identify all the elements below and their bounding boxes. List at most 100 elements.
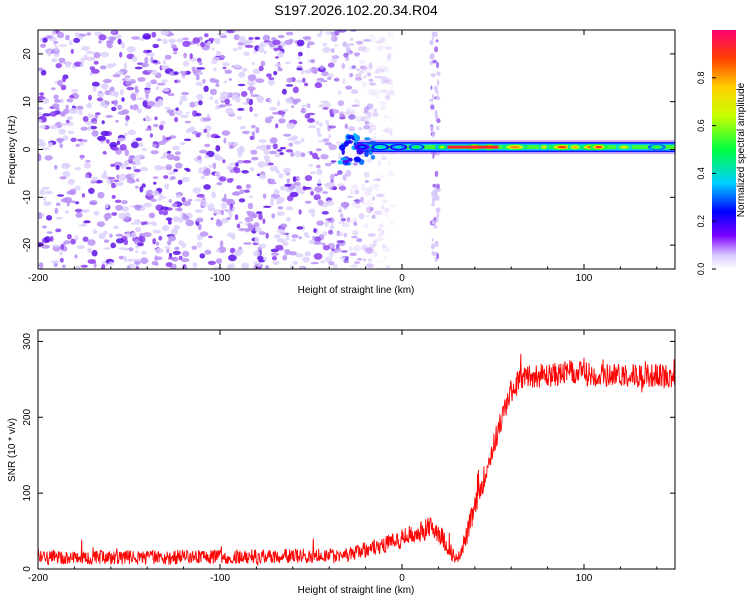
spectrogram-noise-blob	[152, 238, 157, 245]
spectrogram-noise-blob	[219, 240, 224, 247]
spectrogram-noise-blob	[46, 215, 53, 221]
spectrogram-noise-blob	[214, 153, 220, 160]
spectrogram-noise-blob	[94, 114, 99, 119]
spectrogram-noise-blob	[298, 51, 303, 57]
spectrogram-noise-blob	[279, 185, 288, 191]
spectrogram-noise-blob	[375, 193, 384, 198]
spectrogram-noise-blob	[251, 156, 259, 161]
spectrogram-stripe-blob	[430, 73, 436, 78]
spectrogram-noise-blob	[87, 239, 96, 246]
spectrogram-noise-blob	[310, 188, 314, 192]
spectrogram-noise-blob	[295, 175, 300, 182]
spectrogram-noise-blob	[237, 107, 245, 111]
spectrogram-noise-blob	[293, 182, 301, 186]
spectrogram-noise-blob	[345, 107, 352, 114]
spectrogram-noise-blob	[356, 238, 363, 243]
spectrogram-noise-blob	[246, 97, 250, 104]
spectrogram-noise-blob	[83, 220, 91, 224]
spectrogram-noise-blob	[133, 169, 141, 173]
spectrogram-noise-blob	[309, 151, 313, 156]
spectrogram-noise-blob	[45, 48, 53, 54]
spectrogram-noise-blob	[385, 94, 391, 101]
spectrogram-noise-blob	[379, 105, 387, 111]
spectrogram-noise-blob	[144, 56, 149, 64]
spectrogram-noise-blob	[389, 221, 395, 227]
spectrogram-noise-blob	[175, 107, 179, 111]
spectrogram-noise-blob	[334, 30, 340, 36]
spectrogram-noise-blob	[237, 45, 243, 50]
spectrogram-noise-blob	[338, 206, 343, 210]
spectrogram-noise-blob	[110, 242, 116, 249]
spectrogram-noise-blob	[363, 106, 370, 112]
spectrogram-noise-blob	[60, 243, 64, 251]
spectrogram-noise-blob	[92, 86, 97, 92]
spectrogram-band-peak	[376, 145, 384, 149]
spectrogram-noise-blob	[192, 66, 196, 73]
spectrogram-y-axis-label: Frequency (Hz)	[7, 116, 18, 185]
spectrogram-noise-blob	[118, 173, 127, 180]
spectrogram-noise-blob	[302, 36, 312, 40]
spectrogram-noise-blob	[362, 202, 366, 206]
spectrogram-noise-blob	[222, 91, 230, 96]
spectrogram-noise-blob	[247, 223, 253, 227]
spectrogram-noise-blob	[161, 65, 167, 70]
spectrogram-noise-blob	[231, 235, 236, 241]
spectrogram-noise-blob	[273, 188, 280, 196]
spectrogram-noise-blob	[336, 231, 344, 237]
spectrogram-noise-blob	[241, 170, 249, 174]
spectrogram-noise-blob	[301, 224, 306, 231]
spectrogram-noise-blob	[291, 238, 297, 242]
spectrogram-noise-blob	[174, 116, 179, 123]
spectrogram-noise-blob	[194, 198, 203, 202]
spectrogram-noise-blob	[59, 176, 67, 180]
spectrogram-noise-blob	[127, 129, 136, 136]
spectrogram-noise-blob	[75, 265, 81, 269]
spectrogram-noise-blob	[329, 173, 335, 180]
spectrogram-noise-blob	[366, 206, 373, 214]
spectrogram-stripe-blob	[436, 183, 440, 190]
spectrogram-noise-blob	[213, 67, 217, 72]
spectrogram-noise-blob	[59, 257, 64, 263]
spectrogram-noise-blob	[308, 67, 312, 74]
spectrogram-noise-blob	[175, 162, 183, 169]
x-tick-label: 100	[576, 573, 593, 584]
spectrogram-noise-blob	[325, 256, 333, 263]
spectrogram-noise-blob	[82, 116, 89, 122]
y-tick-label: 20	[22, 48, 33, 60]
spectrogram-noise-blob	[173, 71, 179, 75]
spectrogram-noise-blob	[98, 40, 102, 44]
spectrogram-noise-blob	[288, 142, 294, 147]
spectrogram-noise-blob	[314, 82, 323, 89]
spectrogram-noise-blob	[237, 150, 243, 158]
spectrogram-noise-blob	[278, 173, 284, 179]
spectrogram-noise-blob	[173, 168, 179, 173]
snr-axis-ticks: -200 -100 0 100 0 100 200 300	[22, 330, 675, 584]
spectrogram-noise-blob	[233, 34, 240, 41]
spectrogram-noise-blob	[162, 135, 166, 142]
spectrogram-noise-blob	[149, 133, 153, 138]
spectrogram-noise-blob	[244, 216, 254, 223]
spectrogram-noise-blob	[115, 34, 122, 39]
spectrogram-noise-blob	[318, 104, 325, 108]
spectrogram-noise-blob	[384, 211, 391, 219]
x-tick-label: -200	[28, 273, 48, 284]
spectrogram-noise-blob	[342, 174, 347, 181]
spectrogram-noise-blob	[56, 31, 65, 39]
spectrogram-noise-blob	[386, 78, 394, 85]
spectrogram-noise-blob	[135, 185, 139, 189]
spectrogram-noise-blob	[374, 184, 380, 187]
spectrogram-noise-blob	[313, 228, 317, 233]
spectrogram-noise-blob	[80, 126, 89, 131]
spectrogram-noise-blob	[235, 162, 239, 167]
spectrogram-noise-blob	[253, 113, 258, 118]
spectrogram-noise-blob	[126, 86, 135, 91]
spectrogram-noise-blob	[384, 248, 391, 252]
spectrogram-noise-blob	[62, 170, 71, 178]
spectrogram-noise-blob	[267, 162, 274, 166]
spectrogram-noise-blob	[254, 36, 261, 40]
spectrogram-noise-blob	[189, 101, 196, 108]
spectrogram-noise-blob	[108, 261, 114, 266]
spectrogram-noise-blob	[180, 258, 190, 263]
spectrogram-stripe-blob	[436, 79, 440, 86]
spectrogram-noise-blob	[157, 197, 162, 201]
